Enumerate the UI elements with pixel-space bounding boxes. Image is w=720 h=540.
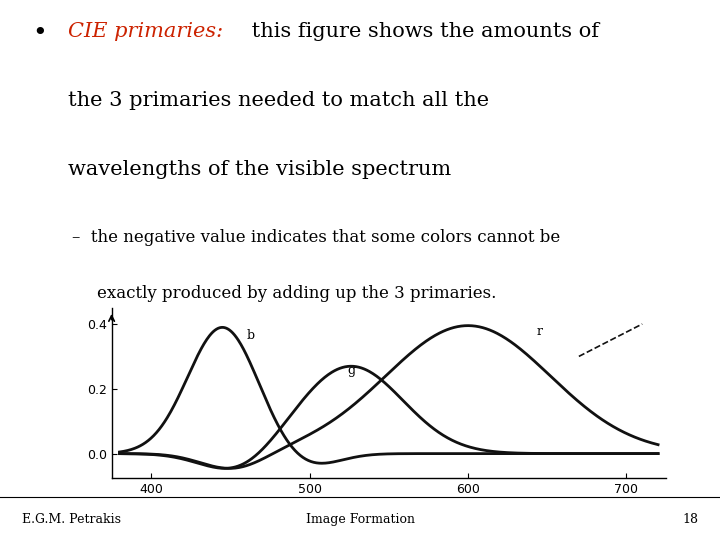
Text: CIE primaries:: CIE primaries: xyxy=(68,22,223,41)
Text: this figure shows the amounts of: this figure shows the amounts of xyxy=(245,22,599,41)
Text: E.G.M. Petrakis: E.G.M. Petrakis xyxy=(22,513,121,526)
Text: wavelengths of the visible spectrum: wavelengths of the visible spectrum xyxy=(68,160,451,179)
Text: 18: 18 xyxy=(683,513,698,526)
Text: •: • xyxy=(32,22,47,45)
Text: exactly produced by adding up the 3 primaries.: exactly produced by adding up the 3 prim… xyxy=(97,285,497,302)
Text: the 3 primaries needed to match all the: the 3 primaries needed to match all the xyxy=(68,91,490,110)
Text: –  the negative value indicates that some colors cannot be: – the negative value indicates that some… xyxy=(72,228,560,246)
Text: r: r xyxy=(536,325,542,339)
Text: g: g xyxy=(348,364,356,377)
Text: b: b xyxy=(246,328,254,342)
Text: Image Formation: Image Formation xyxy=(305,513,415,526)
